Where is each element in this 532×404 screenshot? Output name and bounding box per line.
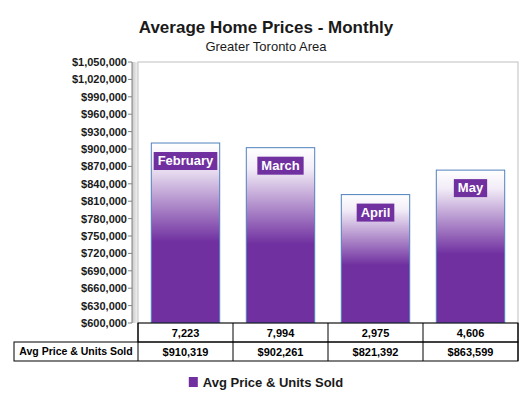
category-label: April <box>361 205 391 220</box>
y-tick <box>128 114 132 115</box>
y-tick-label: $930,000 <box>81 126 127 138</box>
y-tick <box>128 288 132 289</box>
y-axis <box>132 62 133 323</box>
y-tick <box>128 166 132 167</box>
table-divider <box>518 323 519 361</box>
bars <box>151 143 504 323</box>
category-label-box <box>454 179 487 197</box>
table-cell: 7,223 <box>172 327 200 339</box>
y-tick <box>128 270 132 271</box>
y-tick <box>128 96 132 97</box>
bar <box>246 148 314 323</box>
y-tick-label: $810,000 <box>81 195 127 207</box>
table-cell: 4,606 <box>457 327 485 339</box>
table-row-header: Avg Price & Units Sold <box>19 345 132 357</box>
y-tick-label: $840,000 <box>81 178 127 190</box>
data-table: Avg Price & Units Sold 7,223 7,994 2,975 4,6… <box>14 323 518 361</box>
table-cell: $863,599 <box>448 346 494 358</box>
y-tick <box>128 62 132 63</box>
y-tick-label: $600,000 <box>81 317 127 329</box>
y-tick <box>128 149 132 150</box>
plot-frame <box>138 62 518 323</box>
y-tick-label: $990,000 <box>81 91 127 103</box>
y-tick <box>128 236 132 237</box>
y-tick-label: $900,000 <box>81 143 127 155</box>
y-tick-label: $660,000 <box>81 282 127 294</box>
plot-wall <box>132 62 138 323</box>
legend-label: Avg Price & Units Sold <box>203 375 343 390</box>
table-divider <box>233 323 234 361</box>
category-label-box <box>257 157 303 175</box>
y-tick-label: $870,000 <box>81 160 127 172</box>
legend: Avg Price & Units Sold <box>189 375 343 390</box>
y-tick-label: $780,000 <box>81 213 127 225</box>
y-tick <box>128 323 132 324</box>
y-tick <box>128 183 132 184</box>
y-tick-label: $1,050,000 <box>72 56 127 68</box>
category-labels: February March April May <box>154 152 487 222</box>
y-tick-label: $690,000 <box>81 265 127 277</box>
table-border <box>14 342 518 361</box>
y-tick <box>128 218 132 219</box>
title: Average Home Prices - Monthly <box>139 18 394 37</box>
bar <box>341 195 409 323</box>
category-label: March <box>261 158 299 173</box>
y-tick <box>128 305 132 306</box>
bar <box>436 170 504 323</box>
chart: Average Home Prices - Monthly Greater Tor… <box>0 0 532 404</box>
table-cell: $821,392 <box>353 346 399 358</box>
legend-swatch <box>189 377 198 387</box>
category-label: February <box>158 153 214 168</box>
table-cell: $902,261 <box>258 346 304 358</box>
y-tick-label: $1,020,000 <box>72 73 127 85</box>
y-tick-label: $630,000 <box>81 300 127 312</box>
subtitle: Greater Toronto Area <box>205 39 327 54</box>
table-cell: 2,975 <box>362 327 390 339</box>
y-tick-label: $960,000 <box>81 108 127 120</box>
y-tick <box>128 79 132 80</box>
y-tick <box>128 201 132 202</box>
y-tick <box>128 131 132 132</box>
table-divider <box>328 323 329 361</box>
category-label: May <box>458 180 484 195</box>
table-cell: $910,319 <box>163 346 209 358</box>
y-tick <box>128 253 132 254</box>
table-cell: 7,994 <box>267 327 295 339</box>
table-divider <box>423 323 424 361</box>
category-label-box <box>357 204 395 222</box>
table-divider <box>138 323 139 361</box>
y-tick-label: $750,000 <box>81 230 127 242</box>
category-label-box <box>154 152 218 170</box>
y-tick-label: $720,000 <box>81 247 127 259</box>
bar <box>151 143 219 323</box>
